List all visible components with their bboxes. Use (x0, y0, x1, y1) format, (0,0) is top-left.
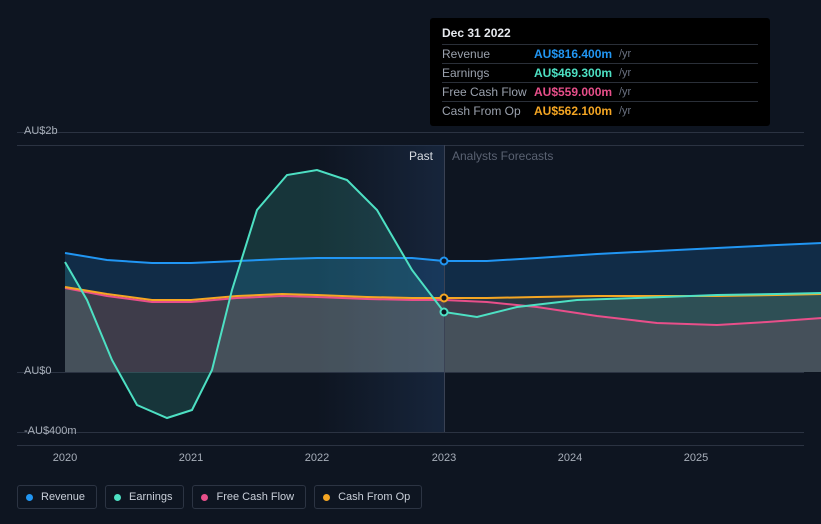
tooltip-row-value: AU$469.300m (534, 66, 619, 80)
tooltip-row-label: Earnings (442, 66, 534, 80)
legend-item-cash-from-op[interactable]: Cash From Op (314, 485, 422, 509)
tooltip-row-label: Revenue (442, 47, 534, 61)
legend-item-free-cash-flow[interactable]: Free Cash Flow (192, 485, 306, 509)
legend-item-label: Free Cash Flow (216, 491, 294, 503)
tooltip-row: Cash From OpAU$562.100m/yr (442, 101, 758, 120)
legend-item-earnings[interactable]: Earnings (105, 485, 184, 509)
legend-dot-icon (201, 494, 208, 501)
marker-cfo (440, 294, 449, 303)
tooltip-title: Dec 31 2022 (442, 26, 758, 40)
tooltip-row-value: AU$562.100m (534, 104, 619, 118)
financial-chart[interactable]: AU$2b AU$0 -AU$400m Past Analysts Foreca… (17, 0, 804, 524)
tooltip-row-unit: /yr (619, 105, 631, 117)
tooltip-row-label: Cash From Op (442, 104, 534, 118)
x-axis-tick: 2022 (305, 452, 329, 464)
gridline (17, 445, 804, 446)
x-axis-tick: 2024 (558, 452, 582, 464)
legend-dot-icon (26, 494, 33, 501)
legend-dot-icon (114, 494, 121, 501)
tooltip-row-unit: /yr (619, 67, 631, 79)
legend-dot-icon (323, 494, 330, 501)
marker-earnings (440, 308, 449, 317)
x-axis-tick: 2025 (684, 452, 708, 464)
chart-tooltip: Dec 31 2022 RevenueAU$816.400m/yrEarning… (430, 18, 770, 126)
tooltip-row: EarningsAU$469.300m/yr (442, 63, 758, 82)
marker-revenue (440, 257, 449, 266)
tooltip-row: Free Cash FlowAU$559.000m/yr (442, 82, 758, 101)
tooltip-row-label: Free Cash Flow (442, 85, 534, 99)
x-axis-tick: 2021 (179, 452, 203, 464)
chart-legend: Revenue Earnings Free Cash Flow Cash From O… (17, 485, 422, 509)
legend-item-revenue[interactable]: Revenue (17, 485, 97, 509)
hover-line (444, 145, 445, 432)
tooltip-row: RevenueAU$816.400m/yr (442, 44, 758, 63)
tooltip-row-unit: /yr (619, 48, 631, 60)
legend-item-label: Earnings (129, 491, 172, 503)
legend-item-label: Revenue (41, 491, 85, 503)
x-axis-tick: 2020 (53, 452, 77, 464)
tooltip-row-value: AU$559.000m (534, 85, 619, 99)
tooltip-row-unit: /yr (619, 86, 631, 98)
x-axis-tick: 2023 (432, 452, 456, 464)
legend-item-label: Cash From Op (338, 491, 410, 503)
tooltip-row-value: AU$816.400m (534, 47, 619, 61)
